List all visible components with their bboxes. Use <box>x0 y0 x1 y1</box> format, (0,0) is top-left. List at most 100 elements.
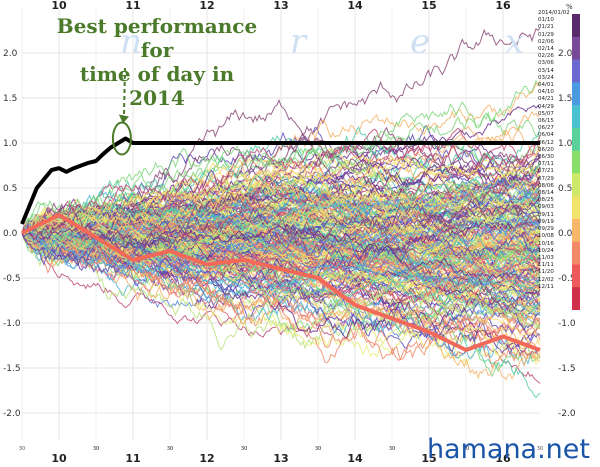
legend-entry: 06/12 <box>538 139 554 146</box>
colorbar-segment <box>572 82 580 107</box>
colorbar-segment <box>572 150 580 175</box>
x-minor-tick-label: 30 <box>167 446 173 452</box>
x-minor-tick-label: 30 <box>167 446 173 452</box>
series-line <box>21 216 541 278</box>
legend: 2014/01/02 01/10 01/21 01/29 02/06 02/14 02/2… <box>538 10 574 291</box>
legend-title: 2014/01/02 <box>538 10 570 16</box>
colorbar-segment <box>572 36 580 61</box>
x-minor-tick-label: 30 <box>241 446 247 452</box>
site-watermark: hamana.net <box>426 434 590 465</box>
faint-watermark-glyph: n <box>120 22 142 62</box>
annotation-arrowhead <box>118 114 129 124</box>
y-tick-label: 0.0 <box>3 229 18 239</box>
series-line <box>21 230 541 311</box>
legend-entry: 11/03 <box>538 254 554 261</box>
legend-entry: 04/21 <box>538 96 554 103</box>
series-line-highlight <box>21 213 541 352</box>
legend-entry: 02/14 <box>538 46 554 53</box>
series-line <box>21 219 541 264</box>
y-tick-label: 1.5 <box>3 94 17 104</box>
x-tick-label-top: 15 <box>421 0 436 12</box>
legend-entry: 07/21 <box>538 168 554 175</box>
x-tick-label-top: 14 <box>347 0 363 12</box>
legend-entry: 10/16 <box>538 240 554 247</box>
series-line <box>21 128 541 236</box>
faint-watermark-glyph: e <box>410 22 431 62</box>
series-line <box>21 224 541 280</box>
y-tick-label: 1.0 <box>3 139 18 149</box>
annotation-arrow <box>122 67 126 119</box>
legend-entry: 04/10 <box>538 89 554 96</box>
legend-entry: 08/06 <box>538 182 554 189</box>
legend-entry: 11/20 <box>538 269 554 276</box>
colorbar-segment <box>572 59 580 84</box>
series-line <box>21 207 541 316</box>
legend-entry: 03/24 <box>538 74 554 81</box>
colorbar-segment <box>572 173 580 198</box>
x-tick-label-top: 12 <box>199 0 214 12</box>
legend-entry: 03/06 <box>538 60 554 67</box>
legend-entry: 07/29 <box>538 175 554 182</box>
series-line <box>21 132 541 242</box>
x-minor-tick-label: 30 <box>463 446 469 452</box>
legend-entry: 09/29 <box>538 226 554 233</box>
series-line <box>21 164 541 241</box>
y-unit-label: % <box>566 3 573 11</box>
series-line <box>21 128 541 243</box>
legend-entry: 02/26 <box>538 53 554 60</box>
y-tick-label-right: 1.5 <box>558 94 572 104</box>
x-tick-label: 11 <box>125 452 140 465</box>
legend-entry: 01/10 <box>538 17 554 24</box>
legend-entry: 01/29 <box>538 31 554 38</box>
legend-entry: 06/04 <box>538 132 554 139</box>
x-tick-label: 13 <box>273 452 288 465</box>
x-minor-tick-label: 30 <box>537 446 543 452</box>
legend-entry: 06/20 <box>538 146 554 153</box>
series-line <box>21 176 541 239</box>
legend-entry: 09/11 <box>538 211 554 218</box>
legend-entry: 08/25 <box>538 197 554 204</box>
legend-items: 01/10 01/21 01/29 02/06 02/14 02/26 03/06 03/14… <box>538 17 574 291</box>
y-tick-label-right: -1.5 <box>558 364 576 374</box>
colorbar-segment <box>572 105 580 129</box>
x-minor-tick-label: 30 <box>463 446 469 452</box>
y-tick-label-right: 0.5 <box>558 184 572 194</box>
x-minor-tick-label: 30 <box>315 446 321 452</box>
legend-colorbar <box>572 14 580 310</box>
y-tick-label-right: -1.0 <box>558 319 576 329</box>
series-line <box>21 173 541 239</box>
x-minor-tick-label: 30 <box>241 446 247 452</box>
x-tick-label: 15 <box>421 452 436 465</box>
x-tick-label: 10 <box>51 452 67 465</box>
x-minor-tick-label: 30 <box>389 446 395 452</box>
y-tick-label: -0.5 <box>3 274 21 284</box>
colorbar-segment <box>572 218 580 243</box>
legend-entry: 05/07 <box>538 110 554 117</box>
legend-entry: 10/24 <box>538 247 554 254</box>
series-line <box>22 219 541 275</box>
series-line <box>21 226 541 300</box>
legend-entry: 09/03 <box>538 204 554 211</box>
colorbar-segment <box>572 287 580 310</box>
series-line-best <box>20 136 540 225</box>
legend-entry: 06/27 <box>538 125 554 132</box>
series-line <box>21 192 541 260</box>
x-minor-tick-label: 30 <box>93 446 99 452</box>
series-line <box>21 232 541 336</box>
faint-watermark-glyph: r <box>290 22 307 62</box>
x-tick-label-top: 10 <box>51 0 67 12</box>
faint-watermark-glyph: x <box>505 22 525 62</box>
series-line <box>21 231 541 384</box>
legend-entry: 06/15 <box>538 118 554 125</box>
y-tick-label: 2.0 <box>3 49 18 59</box>
legend-entry: 01/21 <box>538 24 554 31</box>
x-minor-tick-label: 30 <box>389 446 395 452</box>
legend-entry: 02/06 <box>538 38 554 45</box>
series-line <box>21 228 541 381</box>
legend-entry: 11/11 <box>538 262 554 269</box>
y-tick-label-right: 0.0 <box>558 229 573 239</box>
y-tick-label-right: 1.0 <box>558 139 573 149</box>
colorbar-segment <box>572 196 580 220</box>
y-tick-label-right: -0.5 <box>558 274 576 284</box>
